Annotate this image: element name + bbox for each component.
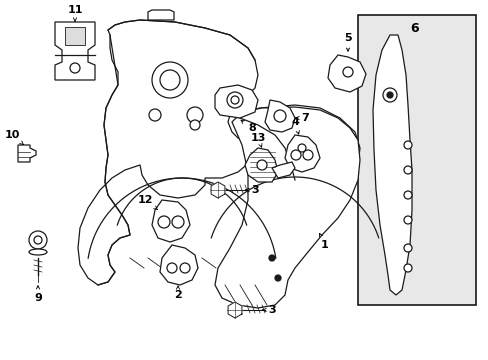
Polygon shape [271, 162, 294, 178]
Polygon shape [78, 20, 260, 285]
Circle shape [70, 63, 80, 73]
Polygon shape [327, 55, 365, 92]
Circle shape [257, 160, 266, 170]
Text: 8: 8 [241, 120, 255, 133]
Polygon shape [148, 10, 174, 20]
Polygon shape [211, 182, 224, 198]
Circle shape [268, 255, 274, 261]
Circle shape [34, 236, 42, 244]
Circle shape [274, 275, 281, 281]
Circle shape [152, 62, 187, 98]
Polygon shape [215, 107, 359, 308]
Text: 5: 5 [344, 33, 351, 51]
Text: 1: 1 [319, 233, 328, 250]
Circle shape [149, 109, 161, 121]
Text: 10: 10 [4, 130, 23, 145]
Polygon shape [372, 35, 411, 295]
Circle shape [230, 96, 239, 104]
Circle shape [403, 264, 411, 272]
Polygon shape [160, 245, 198, 285]
Circle shape [158, 216, 170, 228]
Polygon shape [264, 100, 294, 132]
Ellipse shape [29, 249, 47, 255]
Text: 6: 6 [410, 22, 418, 35]
Text: 3: 3 [245, 185, 258, 195]
Polygon shape [215, 85, 258, 118]
Circle shape [297, 144, 305, 152]
Text: 3: 3 [262, 305, 275, 315]
Circle shape [226, 92, 243, 108]
Circle shape [186, 107, 203, 123]
Circle shape [180, 263, 190, 273]
Polygon shape [152, 200, 190, 242]
Circle shape [382, 88, 396, 102]
Polygon shape [18, 145, 36, 162]
Circle shape [290, 150, 301, 160]
Text: 7: 7 [295, 113, 308, 123]
Text: 12: 12 [137, 195, 157, 210]
Text: 11: 11 [67, 5, 82, 21]
Bar [65, 27, 85, 45]
Circle shape [273, 110, 285, 122]
Circle shape [386, 92, 392, 98]
Circle shape [403, 191, 411, 199]
Polygon shape [285, 135, 319, 172]
Bar [357, 15, 475, 305]
Text: 2: 2 [174, 286, 182, 300]
Circle shape [29, 231, 47, 249]
Circle shape [167, 263, 177, 273]
Polygon shape [227, 302, 242, 318]
Circle shape [403, 166, 411, 174]
Polygon shape [227, 105, 359, 192]
Text: 4: 4 [290, 117, 299, 134]
Polygon shape [244, 148, 278, 182]
Circle shape [403, 141, 411, 149]
Circle shape [160, 70, 180, 90]
Circle shape [172, 216, 183, 228]
Circle shape [403, 244, 411, 252]
Circle shape [403, 216, 411, 224]
Text: 13: 13 [250, 133, 265, 147]
Circle shape [190, 120, 200, 130]
Text: 9: 9 [34, 286, 42, 303]
Polygon shape [55, 22, 95, 80]
Circle shape [303, 150, 312, 160]
Circle shape [342, 67, 352, 77]
